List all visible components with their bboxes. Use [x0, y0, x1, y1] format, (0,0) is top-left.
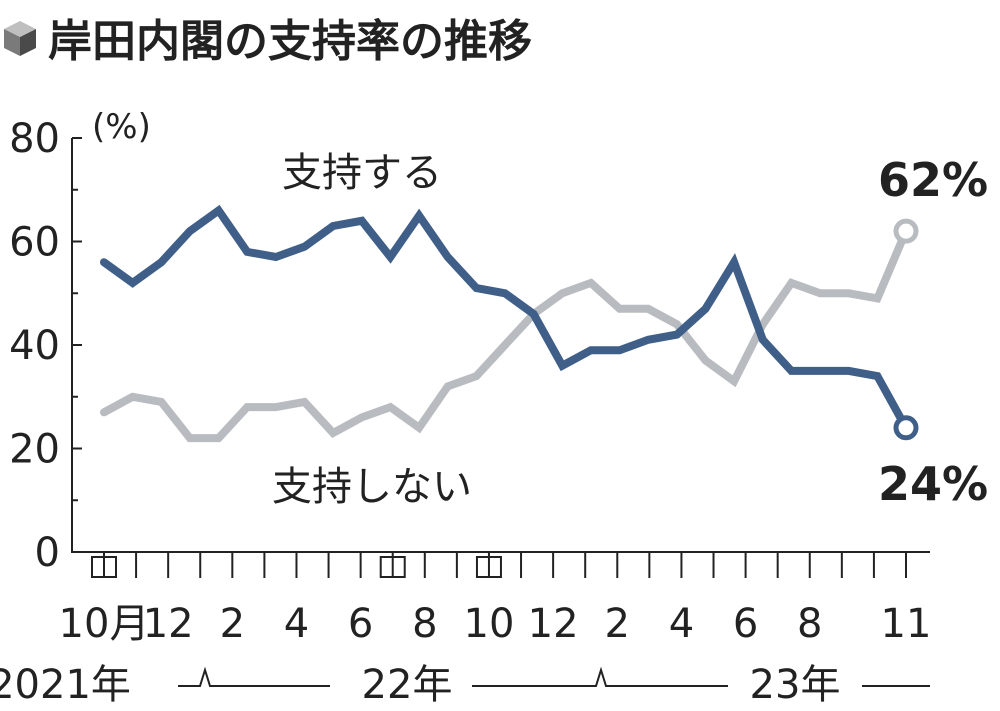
x-tick-label: 6	[348, 601, 373, 647]
x-tick-label: 4	[284, 601, 309, 647]
y-tick-label: 20	[9, 427, 60, 473]
y-tick-label: 80	[9, 116, 60, 162]
year-label: 2021年	[0, 662, 131, 708]
y-tick-label: 0	[35, 530, 60, 576]
series-line-nonsupport	[100, 227, 910, 443]
x-tick-label: 4	[669, 601, 694, 647]
x-tick-label: 2	[605, 601, 630, 647]
series-line-support	[100, 204, 910, 432]
x-tick-box	[379, 556, 406, 578]
series-name-nonsupport: 支持しない	[272, 464, 472, 510]
x-tick-label: 10	[464, 601, 515, 647]
x-tick-label: 8	[412, 601, 437, 647]
x-tick-label: 8	[797, 601, 822, 647]
year-label: 23年	[750, 662, 841, 708]
end-marker-support	[893, 415, 919, 441]
end-value-support: 24%	[878, 457, 988, 511]
y-tick-label: 40	[9, 323, 60, 369]
x-tick-label: 10月	[59, 601, 150, 647]
x-tick-box	[475, 556, 502, 578]
x-tick-box	[91, 556, 117, 578]
cube-icon	[4, 21, 36, 56]
x-tick-label: 6	[733, 601, 758, 647]
x-tick-label: 2	[220, 601, 245, 647]
end-value-nonsupport: 62%	[878, 153, 988, 207]
x-tick-label: 11	[881, 601, 932, 647]
y-tick-label: 60	[9, 220, 60, 266]
year-divider	[178, 666, 330, 687]
chart-title: 岸田内閣の支持率の推移	[48, 16, 532, 67]
year-label: 22年	[362, 662, 453, 708]
unit-label: (%)	[92, 107, 151, 147]
series-name-support: 支持する	[282, 150, 442, 196]
x-tick-label: 12	[143, 601, 194, 647]
end-marker-nonsupport	[893, 218, 919, 244]
x-tick-label: 12	[528, 601, 579, 647]
year-divider	[472, 666, 728, 687]
